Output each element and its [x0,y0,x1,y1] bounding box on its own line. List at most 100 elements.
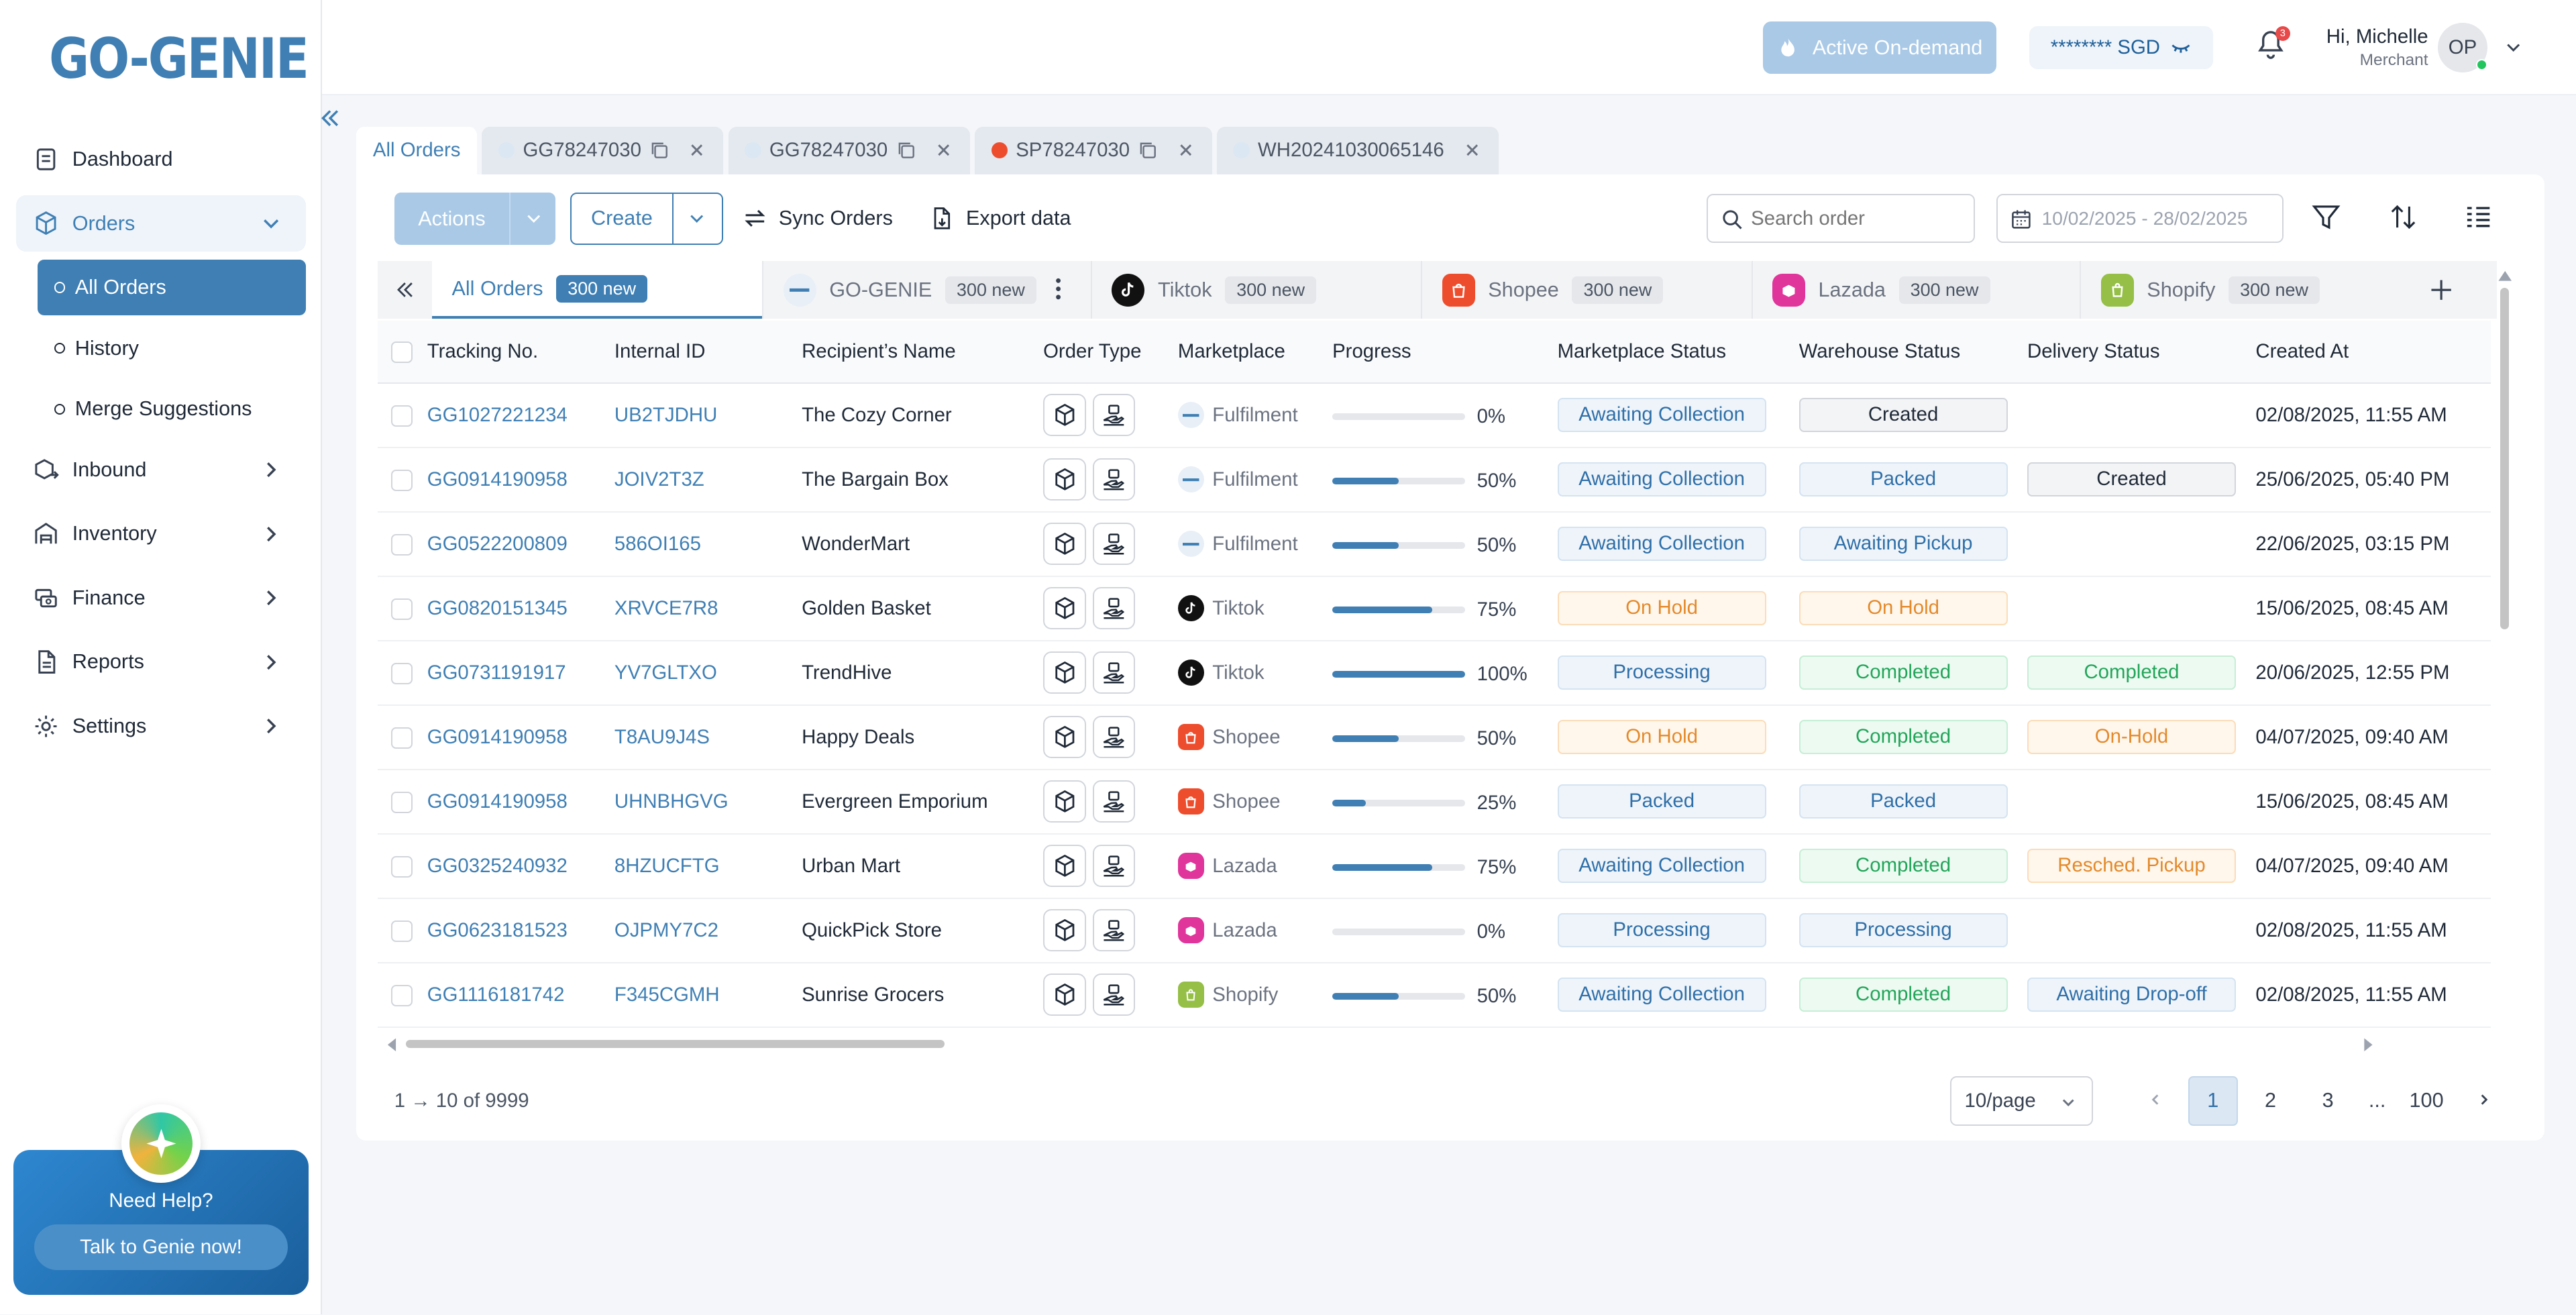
scroll-up-icon[interactable] [2497,268,2513,284]
row-checkbox[interactable] [390,405,413,427]
sidebar-item-inventory[interactable]: Inventory [16,506,305,562]
column-header[interactable]: Created At [2255,320,2491,384]
row-checkbox[interactable] [390,920,413,942]
sidebar-subitem-all-orders[interactable]: All Orders [38,259,306,316]
page-button[interactable]: 2 [2264,1089,2276,1112]
column-header[interactable]: Tracking No. [427,320,614,384]
row-checkbox[interactable] [390,727,413,749]
package-type-button[interactable] [1043,973,1086,1016]
column-header[interactable]: Order Type [1043,320,1178,384]
table-row[interactable]: GG1116181742 F345CGMH Sunrise Grocers Shopi… [378,962,2491,1028]
row-checkbox[interactable] [390,533,413,556]
column-header[interactable]: Marketplace [1177,320,1333,384]
package-type-button[interactable] [1043,586,1086,630]
sidebar-item-settings[interactable]: Settings [16,698,305,754]
more-vertical-icon[interactable] [1045,276,1071,302]
delivery-type-button[interactable] [1092,715,1136,759]
package-type-button[interactable] [1043,844,1086,888]
column-header[interactable]: Warehouse Status [1799,320,2027,384]
tracking-link[interactable]: GG0914190958 [427,468,568,490]
sidebar-subitem-history[interactable]: History [38,321,305,376]
collapse-tabs-button[interactable] [378,261,432,319]
row-checkbox[interactable] [390,984,413,1006]
row-checkbox[interactable] [390,469,413,491]
package-type-button[interactable] [1043,458,1086,501]
delivery-type-button[interactable] [1092,780,1136,823]
internal-id-link[interactable]: T8AU9J4S [614,725,710,748]
column-header[interactable]: Progress [1332,320,1558,384]
internal-id-link[interactable]: UHNBHGVG [614,790,729,812]
column-header[interactable]: Delivery Status [2027,320,2256,384]
tracking-link[interactable]: GG0914190958 [427,725,568,748]
create-dropdown-toggle[interactable] [672,193,721,244]
internal-id-link[interactable]: UB2TJDHU [614,403,718,426]
active-on-demand-button[interactable]: Active On-demand [1762,21,1996,74]
tracking-link[interactable]: GG0820151345 [427,596,568,619]
delivery-type-button[interactable] [1092,973,1136,1016]
tab-gogenie[interactable]: GO-GENIE 300 new [762,261,1091,319]
notifications-button[interactable]: 3 [2253,26,2292,66]
tracking-link[interactable]: GG1027221234 [427,403,568,426]
tracking-link[interactable]: GG0522200809 [427,532,568,555]
next-page-button[interactable] [2459,1076,2508,1125]
close-icon[interactable] [934,140,953,160]
doc-tab-order[interactable]: GG78247030 [728,126,970,174]
row-checkbox[interactable] [390,598,413,620]
sidebar-subitem-merge-suggestions[interactable]: Merge Suggestions [38,381,305,437]
delivery-type-button[interactable] [1092,393,1136,437]
internal-id-link[interactable]: JOIV2T3Z [614,468,704,490]
tracking-link[interactable]: GG0325240932 [427,854,568,877]
vertical-scroll-thumb[interactable] [2500,287,2509,629]
table-row[interactable]: GG0623181523 OJPMY7C2 QuickPick Store Lazad… [378,898,2491,963]
table-row[interactable]: GG0325240932 8HZUCFTG Urban Mart Lazada 75% A… [378,833,2491,899]
delivery-type-button[interactable] [1092,458,1136,501]
tab-tiktok[interactable]: Tiktok 300 new [1091,261,1421,319]
sidebar-item-orders[interactable]: Orders [16,195,306,252]
close-icon[interactable] [687,140,706,160]
sync-orders-button[interactable]: Sync Orders [743,193,893,245]
doc-tab-warehouse[interactable]: WH20241030065146 [1216,126,1499,174]
scroll-right-icon[interactable] [2359,1037,2375,1053]
copy-icon[interactable] [1138,140,1157,160]
row-checkbox[interactable] [390,791,413,813]
sort-button[interactable] [2387,201,2423,237]
package-type-button[interactable] [1043,908,1086,952]
row-checkbox[interactable] [390,855,413,878]
filter-button[interactable] [2310,201,2346,237]
internal-id-link[interactable]: 586OI165 [614,532,701,555]
copy-icon[interactable] [649,140,669,160]
gogenie-logo[interactable]: GO-GENIE [49,26,309,92]
delivery-type-button[interactable] [1092,844,1136,888]
table-row[interactable]: GG0731191917 YV7GLTXO TrendHive Tiktok 100% P… [378,640,2491,706]
actions-button[interactable]: Actions [394,192,555,245]
actions-dropdown-toggle[interactable] [509,192,555,245]
column-header[interactable]: Marketplace Status [1557,320,1799,384]
package-type-button[interactable] [1043,393,1086,437]
copy-icon[interactable] [896,140,916,160]
horizontal-scroll-thumb[interactable] [405,1040,945,1049]
tab-lazada[interactable]: Lazada 300 new [1751,261,2080,319]
package-type-button[interactable] [1043,651,1086,694]
internal-id-link[interactable]: F345CGMH [614,983,720,1006]
tab-shopee[interactable]: Shopee 300 new [1421,261,1751,319]
sidebar-item-dashboard[interactable]: Dashboard [16,132,305,187]
doc-tab-all-orders[interactable]: All Orders [356,126,477,174]
horizontal-scrollbar[interactable] [384,1037,2375,1053]
scroll-left-icon[interactable] [384,1037,400,1053]
select-all-checkbox[interactable] [390,341,413,363]
tracking-link[interactable]: GG1116181742 [427,983,565,1006]
close-icon[interactable] [1462,140,1482,160]
column-header[interactable]: Internal ID [614,320,802,384]
close-icon[interactable] [1176,140,1195,160]
sidebar-item-finance[interactable]: Finance [16,570,305,626]
sidebar-item-reports[interactable]: Reports [16,634,305,690]
sidebar-item-inbound[interactable]: Inbound [16,442,305,498]
doc-tab-order[interactable]: GG78247030 [482,126,724,174]
delivery-type-button[interactable] [1092,522,1136,566]
tracking-link[interactable]: GG0623181523 [427,918,568,941]
delivery-type-button[interactable] [1092,908,1136,952]
tab-all-orders[interactable]: All Orders 300 new [432,261,763,319]
internal-id-link[interactable]: YV7GLTXO [614,661,717,684]
eye-closed-icon[interactable] [2170,37,2192,58]
search-input[interactable] [1751,207,1965,230]
